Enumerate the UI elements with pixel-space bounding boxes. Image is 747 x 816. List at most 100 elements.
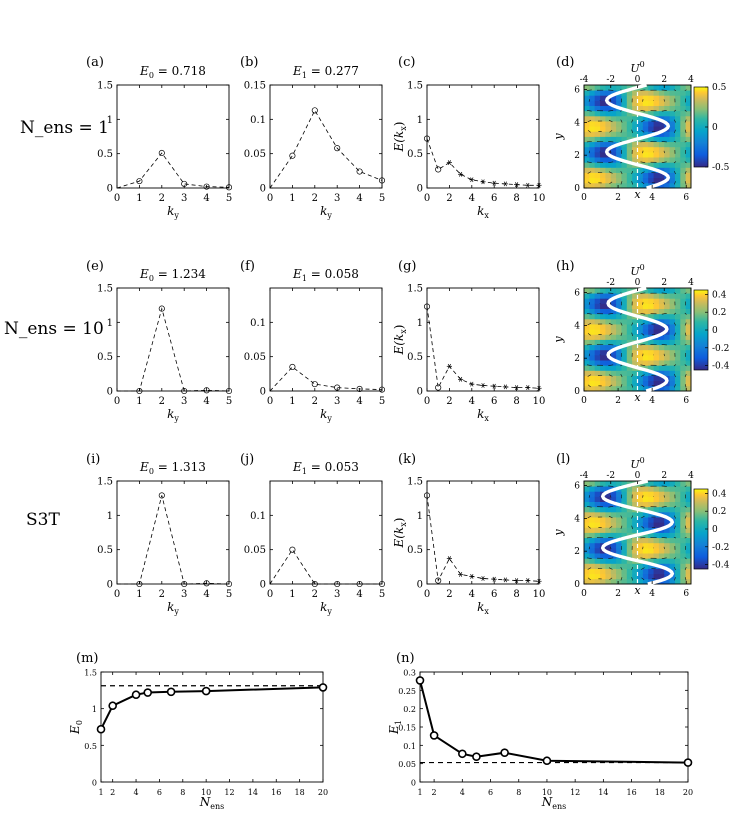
- heatmap-cell: [653, 303, 660, 309]
- y-tick-label: 0.5: [97, 352, 113, 363]
- heatmap-cell: [621, 349, 628, 356]
- heatmap-cell: [610, 288, 617, 294]
- heatmap-cell: [648, 105, 654, 112]
- heatmap-cell: [653, 360, 660, 366]
- heatmap-cell: [685, 318, 692, 325]
- heatmap-cell: [605, 110, 612, 117]
- heatmap-cell: [658, 329, 665, 335]
- heatmap-cell: [658, 542, 665, 549]
- quiver-arrow: [609, 526, 613, 529]
- heatmap-cell: [589, 146, 596, 153]
- quiver-arrow: [631, 577, 633, 581]
- heatmap-cell: [621, 85, 628, 91]
- heatmap-cell: [600, 167, 606, 173]
- heatmap-cell: [648, 563, 654, 569]
- heatmap-cell: [589, 370, 596, 376]
- x-tick-label: 2: [446, 589, 452, 600]
- heatmap-cell: [637, 146, 644, 153]
- heatmap-cell: [680, 105, 687, 112]
- heatmap-cell: [584, 95, 590, 101]
- heatmap-cell: [642, 568, 649, 575]
- heatmap-cell: [621, 517, 628, 523]
- heatmap-cell: [616, 329, 622, 335]
- data-point: [225, 580, 233, 588]
- quiver-arrow: [641, 333, 645, 336]
- heatmap-cell: [610, 318, 617, 325]
- heatmap-cell: [648, 506, 654, 513]
- heatmap-cell: [637, 547, 644, 554]
- heatmap-cell: [637, 100, 644, 106]
- heatmap-cell: [621, 511, 628, 518]
- data-point: [131, 690, 141, 700]
- quiver-arrow: [684, 384, 687, 388]
- heatmap-cell: [653, 537, 660, 544]
- heatmap-cell: [584, 547, 590, 554]
- heatmap-cell: [685, 334, 692, 340]
- heatmap-cell: [600, 522, 606, 528]
- y-tick-label: 0.5: [97, 149, 113, 160]
- heatmap-cell: [632, 182, 638, 189]
- heatmap-cell: [669, 578, 676, 585]
- heatmap-cell: [632, 344, 638, 351]
- heatmap-cell: [642, 105, 649, 112]
- heatmap-cell: [600, 558, 606, 564]
- x-tick-label: 10: [542, 788, 552, 797]
- heatmap-cell: [653, 151, 660, 158]
- quiver-arrow: [674, 384, 676, 388]
- heatmap-cell: [642, 547, 649, 554]
- data-point: [469, 177, 475, 183]
- heatmap-cell: [637, 491, 644, 497]
- quiver-arrows: [586, 292, 687, 388]
- heatmap-cell: [653, 354, 660, 361]
- data-point: [502, 181, 508, 187]
- quiver-arrow: [586, 537, 592, 539]
- heatmap-cell: [669, 501, 676, 508]
- heatmap-cell: [637, 90, 644, 96]
- heatmap-cell: [669, 313, 676, 320]
- y-tick-label: 1: [417, 115, 423, 126]
- x-tick-label: 6: [683, 396, 689, 406]
- heatmap-cell: [669, 496, 676, 502]
- x-tick-label: 12: [224, 788, 234, 797]
- x-tick-label: 2: [446, 193, 452, 204]
- quiver-arrow: [587, 171, 592, 174]
- heatmap-cell: [605, 85, 612, 91]
- heatmap-cell: [658, 354, 665, 361]
- heatmap-cell: [642, 136, 649, 143]
- heatmap-cell: [600, 517, 606, 523]
- heatmap-cell: [685, 344, 692, 351]
- star-stroke: [458, 571, 463, 577]
- heatmap-cell: [648, 126, 654, 132]
- heatmap-cell: [589, 121, 596, 127]
- heatmap-cell: [685, 162, 692, 168]
- colorbar-tick-label: 0: [712, 326, 718, 336]
- data-point: [480, 383, 486, 388]
- panel-letter-g: (g): [398, 259, 416, 274]
- heatmap-cell: [589, 313, 596, 320]
- y-axis-label: E(kx): [392, 518, 408, 549]
- heatmap-cell: [637, 542, 644, 549]
- heatmap-cell: [589, 151, 596, 158]
- heatmap-cell: [584, 385, 590, 392]
- heatmap-cell: [589, 95, 596, 101]
- x-tick-label: 5: [226, 193, 232, 204]
- heatmap-cell: [594, 537, 601, 544]
- heatmap-cell: [685, 121, 692, 127]
- heatmap-cell: [669, 334, 676, 340]
- heatmap-cell: [594, 527, 601, 533]
- heatmap-cell: [584, 318, 590, 325]
- heatmap-cell: [674, 110, 681, 117]
- heatmap-cell: [584, 522, 590, 528]
- heatmap-cell: [648, 177, 654, 184]
- data-point: [289, 546, 296, 553]
- y-tick-label: 1: [417, 318, 423, 329]
- heatmap-cell: [594, 370, 601, 376]
- heatmap-cell: [658, 547, 665, 554]
- heatmap-cell: [626, 517, 633, 523]
- heatmap-cell: [605, 182, 612, 189]
- heatmap-cell: [653, 486, 660, 492]
- heatmap-cell: [674, 344, 681, 351]
- heatmap-cell: [648, 313, 654, 320]
- heatmap-cell: [680, 115, 687, 122]
